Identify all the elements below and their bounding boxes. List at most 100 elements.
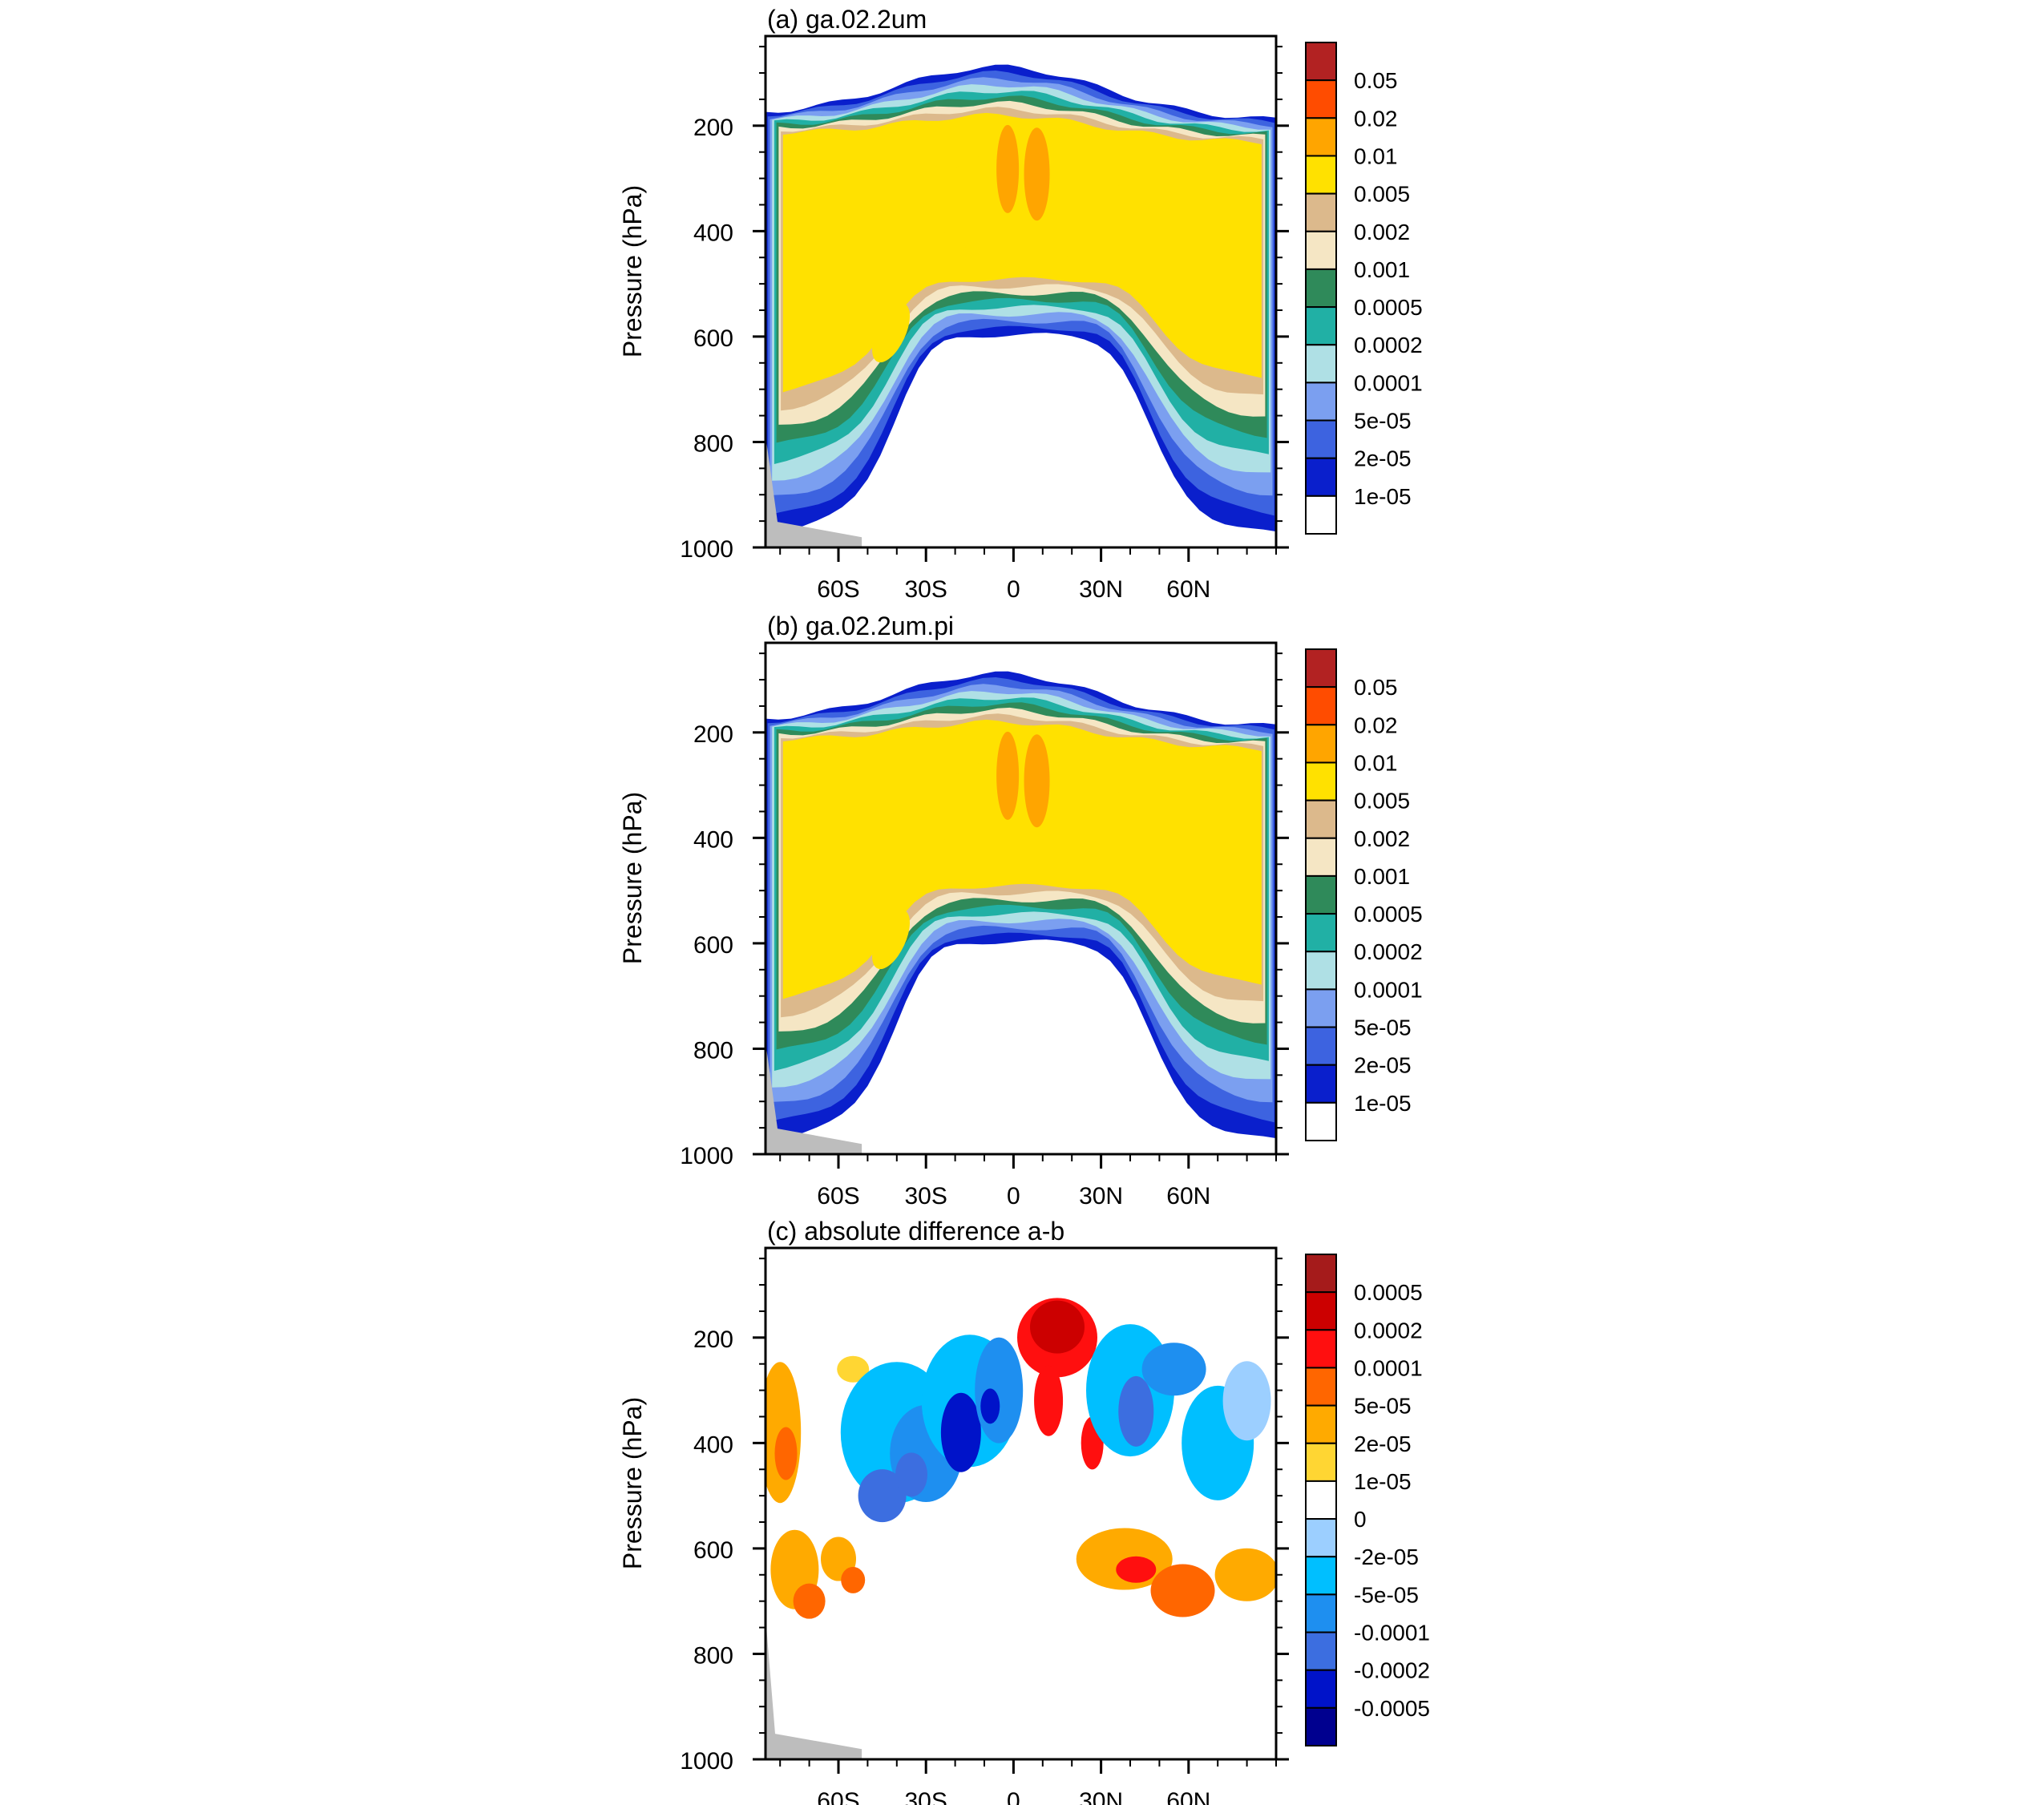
panel-c-xtick-label-1: 30S	[905, 1788, 947, 1805]
panel-b-title: (b) ga.02.2um.pi	[767, 612, 954, 640]
panel-b-colorbar-box-5	[1305, 837, 1337, 877]
panel-a-xtick-label-1: 30S	[905, 576, 947, 603]
mask-right-2	[1276, 1244, 1300, 1763]
panel-c-blob-26	[1150, 1564, 1215, 1617]
panel-a-colorbar-label-7: 0.0002	[1354, 333, 1423, 357]
panel-a-xtick-label-3: 30N	[1079, 576, 1123, 603]
panel-c-colorbar-label-10: -0.0002	[1354, 1658, 1430, 1683]
panel-a-colorbar-label-4: 0.002	[1354, 220, 1410, 244]
panel-b-colorbar-label-5: 0.001	[1354, 864, 1410, 889]
panel-c-topography	[765, 1616, 862, 1759]
panel-c-colorbar-box-7	[1305, 1518, 1337, 1558]
panel-b-colorbar-label-3: 0.005	[1354, 789, 1410, 814]
panel-b-colorbar-box-2	[1305, 724, 1337, 764]
panel-c-blob-12	[895, 1452, 927, 1497]
panel-a-colorbar-box-6	[1305, 268, 1337, 309]
panel-c-colorbar-label-9: -0.0001	[1354, 1621, 1430, 1645]
panel-b-colorbar-box-6	[1305, 874, 1337, 915]
panel-b-ytick-label-4: 1000	[680, 1143, 733, 1169]
panel-a-colorbar-label-1: 0.02	[1354, 106, 1398, 131]
panel-b-ytick-label-1: 400	[693, 826, 733, 853]
panel-a-colorbar-label-2: 0.01	[1354, 143, 1398, 168]
panel-a-xtick-label-4: 60N	[1166, 576, 1210, 603]
panel-a-colorbar-box-9	[1305, 382, 1337, 422]
panel-b-colorbar-box-8	[1305, 951, 1337, 991]
panel-b-colorbar-box-3	[1305, 761, 1337, 802]
panel-a-ytick-label-4: 1000	[680, 536, 733, 563]
panel-c-colorbar-label-4: 2e-05	[1354, 1431, 1412, 1456]
panel-b-xtick-label-4: 60N	[1166, 1183, 1210, 1209]
panel-c-colorbar-box-1	[1305, 1291, 1337, 1331]
panel-b-xtick-label-2: 0	[1007, 1183, 1020, 1209]
panel-c-blob-17	[1034, 1365, 1064, 1436]
panel-b-colorbar-box-10	[1305, 1026, 1337, 1066]
panel-a-ylabel: Pressure (hPa)	[618, 185, 647, 357]
panel-b-core-orange-1	[996, 731, 1020, 820]
panel-c-blob-1	[774, 1427, 798, 1480]
panel-c-colorbar-box-5	[1305, 1442, 1337, 1482]
panel-c-xtick-label-0: 60S	[817, 1788, 859, 1805]
panel-b-ylabel: Pressure (hPa)	[618, 792, 647, 964]
panel-b-colorbar-box-12	[1305, 1101, 1337, 1142]
panel-c: (c) absolute difference a-b Pressure (hPa…	[618, 1217, 1430, 1805]
panel-a-colorbar-box-5	[1305, 230, 1337, 270]
panel-a-xtick-label-0: 60S	[817, 576, 859, 603]
panel-a-topography	[765, 434, 862, 547]
panel-b-colorbar-label-7: 0.0002	[1354, 939, 1423, 964]
panel-a: (a) ga.02.2um Pressure (hPa) 200 400 600 800 1…	[618, 5, 1423, 603]
panel-b-frame	[764, 641, 1278, 1156]
panel-c-colorbar-box-8	[1305, 1556, 1337, 1596]
panel-b-colorbar-label-4: 0.002	[1354, 826, 1410, 851]
panel-c-colorbar-box-3	[1305, 1367, 1337, 1407]
panel-a-ytick-label-1: 400	[693, 220, 733, 246]
panel-c-frame	[764, 1246, 1278, 1761]
panel-c-ytick-label-3: 800	[693, 1642, 733, 1669]
panel-c-colorbar-label-3: 5e-05	[1354, 1394, 1412, 1419]
panel-c-colorbar-label-11: -0.0005	[1354, 1696, 1430, 1721]
panel-b-colorbar-box-1	[1305, 686, 1337, 726]
panel-b-xtick-label-0: 60S	[817, 1183, 859, 1209]
panel-c-colorbar-box-2	[1305, 1329, 1337, 1369]
panel-c-colorbar-label-5: 1e-05	[1354, 1469, 1412, 1494]
panel-c-blob-20	[1118, 1375, 1154, 1447]
panel-c-colorbar-box-4	[1305, 1404, 1337, 1444]
panel-c-xtick-label-3: 30N	[1079, 1788, 1123, 1805]
panel-c-colorbar-label-8: -5e-05	[1354, 1582, 1419, 1607]
panel-b-xtick-label-1: 30S	[905, 1183, 947, 1209]
panel-c-blob-6	[841, 1566, 866, 1593]
panel-c-blob-9	[858, 1469, 907, 1523]
panel-c-ytick-label-2: 600	[693, 1537, 733, 1564]
panel-b-colorbar-label-11: 1e-05	[1354, 1091, 1412, 1116]
panel-a-colorbar-box-1	[1305, 79, 1337, 119]
panel-b-ytick-label-3: 800	[693, 1037, 733, 1064]
mask-left-2	[0, 1244, 765, 1763]
panel-b-ytick-label-0: 200	[693, 721, 733, 748]
panel-a-colorbar-box-0	[1305, 42, 1337, 82]
panel-c-xtick-label-4: 60N	[1166, 1788, 1210, 1805]
panel-c-colorbar-box-11	[1305, 1669, 1337, 1709]
panel-a-core-orange-1	[996, 124, 1020, 213]
panel-c-blob-16	[1030, 1300, 1085, 1354]
panel-a-colorbar-box-8	[1305, 344, 1337, 384]
panel-b-colorbar-box-4	[1305, 799, 1337, 839]
panel-b-xtick-label-3: 30N	[1079, 1183, 1123, 1209]
panel-a-colorbar-label-10: 2e-05	[1354, 446, 1412, 471]
panel-c-colorbar-label-6: 0	[1354, 1507, 1367, 1532]
panel-c-blob-25	[1116, 1556, 1157, 1583]
panel-b-core-orange-2	[1024, 734, 1050, 828]
panel-b-colorbar-label-0: 0.05	[1354, 675, 1398, 700]
panel-a-ytick-label-0: 200	[693, 115, 733, 141]
panel-c-blob-27	[1214, 1548, 1279, 1601]
panel-b-colorbar-box-11	[1305, 1064, 1337, 1104]
panel-b-colorbar-box-9	[1305, 988, 1337, 1028]
panel-c-ytick-label-4: 1000	[680, 1748, 733, 1775]
mask-left-0	[0, 32, 765, 551]
panel-c-ylabel: Pressure (hPa)	[618, 1397, 647, 1569]
panel-a-colorbar-box-3	[1305, 155, 1337, 195]
panel-c-blob-23	[1222, 1361, 1271, 1441]
panel-a-core-orange-2	[1024, 127, 1050, 221]
panel-a-colorbar-box-12	[1305, 495, 1337, 535]
panel-b-ytick-label-2: 600	[693, 932, 733, 959]
panel-c-field	[759, 1298, 1279, 1759]
